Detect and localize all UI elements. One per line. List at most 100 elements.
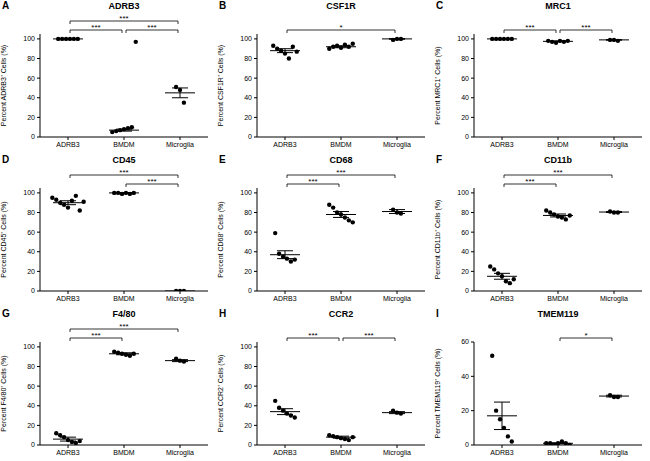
svg-text:***: *** — [119, 14, 128, 23]
svg-text:0: 0 — [248, 441, 252, 448]
svg-text:40: 40 — [27, 94, 35, 101]
svg-text:60: 60 — [244, 229, 252, 236]
svg-text:80: 80 — [27, 363, 35, 370]
svg-text:0: 0 — [465, 287, 469, 294]
svg-text:60: 60 — [27, 383, 35, 390]
svg-text:BMDM: BMDM — [547, 449, 569, 456]
svg-text:0: 0 — [248, 133, 252, 140]
svg-text:40: 40 — [244, 402, 252, 409]
svg-text:80: 80 — [461, 209, 469, 216]
svg-text:100: 100 — [457, 35, 469, 42]
svg-text:0: 0 — [248, 287, 252, 294]
svg-text:***: *** — [91, 331, 100, 340]
svg-text:*: * — [339, 23, 342, 32]
svg-text:100: 100 — [23, 343, 35, 350]
svg-text:BMDM: BMDM — [330, 295, 352, 302]
svg-text:40: 40 — [244, 94, 252, 101]
svg-text:ADRB3: ADRB3 — [56, 449, 79, 456]
svg-text:100: 100 — [23, 189, 35, 196]
svg-text:ADRB3: ADRB3 — [273, 141, 296, 148]
svg-text:Microglia: Microglia — [600, 449, 628, 457]
svg-text:Microglia: Microglia — [600, 295, 628, 303]
svg-text:20: 20 — [244, 422, 252, 429]
svg-text:*: * — [584, 331, 587, 340]
svg-text:0: 0 — [31, 133, 35, 140]
svg-text:BMDM: BMDM — [113, 141, 135, 148]
svg-text:60: 60 — [461, 338, 469, 345]
svg-text:***: *** — [147, 23, 156, 32]
svg-text:20: 20 — [27, 422, 35, 429]
svg-text:Percent MRC1⁺ Cells (%): Percent MRC1⁺ Cells (%) — [434, 46, 442, 124]
svg-text:***: *** — [308, 177, 317, 186]
svg-text:80: 80 — [27, 55, 35, 62]
svg-text:80: 80 — [244, 209, 252, 216]
svg-text:ADRB3: ADRB3 — [490, 295, 513, 302]
svg-text:100: 100 — [240, 35, 252, 42]
svg-text:60: 60 — [461, 75, 469, 82]
svg-text:Percent TMEM119⁺ Cells (%): Percent TMEM119⁺ Cells (%) — [434, 348, 442, 438]
svg-text:80: 80 — [244, 363, 252, 370]
svg-text:60: 60 — [461, 229, 469, 236]
svg-text:Percent F4/80⁺ Cells (%): Percent F4/80⁺ Cells (%) — [8, 355, 9, 431]
svg-text:20: 20 — [461, 268, 469, 275]
svg-text:***: *** — [581, 23, 590, 32]
svg-text:ADRB3: ADRB3 — [56, 295, 79, 302]
svg-text:0: 0 — [31, 441, 35, 448]
svg-text:ADRB3: ADRB3 — [56, 141, 79, 148]
svg-text:***: *** — [119, 168, 128, 177]
svg-text:BMDM: BMDM — [113, 449, 135, 456]
svg-text:ADRB3: ADRB3 — [273, 449, 296, 456]
svg-text:Percent CD11b⁺ Cells (%): Percent CD11b⁺ Cells (%) — [434, 200, 442, 280]
svg-text:40: 40 — [461, 373, 469, 380]
svg-text:40: 40 — [27, 248, 35, 255]
svg-text:ADRB3: ADRB3 — [273, 295, 296, 302]
svg-text:0: 0 — [465, 441, 469, 448]
svg-text:20: 20 — [244, 268, 252, 275]
svg-text:***: *** — [525, 177, 534, 186]
svg-text:60: 60 — [27, 229, 35, 236]
svg-text:***: *** — [336, 168, 345, 177]
svg-text:***: *** — [364, 331, 373, 340]
svg-text:Microglia: Microglia — [383, 295, 411, 303]
svg-text:80: 80 — [27, 209, 35, 216]
svg-text:ADRB3: ADRB3 — [490, 141, 513, 148]
svg-text:100: 100 — [240, 189, 252, 196]
svg-text:Microglia: Microglia — [166, 295, 194, 303]
svg-text:Microglia: Microglia — [600, 141, 628, 149]
svg-text:80: 80 — [244, 55, 252, 62]
svg-text:40: 40 — [244, 248, 252, 255]
svg-text:40: 40 — [461, 94, 469, 101]
svg-text:60: 60 — [244, 383, 252, 390]
svg-text:BMDM: BMDM — [547, 141, 569, 148]
svg-text:40: 40 — [27, 402, 35, 409]
svg-text:100: 100 — [23, 35, 35, 42]
svg-text:100: 100 — [457, 189, 469, 196]
svg-text:BMDM: BMDM — [547, 295, 569, 302]
svg-text:Percent CD45⁺ Cells (%): Percent CD45⁺ Cells (%) — [8, 201, 9, 277]
svg-text:***: *** — [91, 23, 100, 32]
svg-text:***: *** — [525, 23, 534, 32]
svg-text:20: 20 — [461, 407, 469, 414]
svg-text:BMDM: BMDM — [330, 141, 352, 148]
svg-text:BMDM: BMDM — [330, 449, 352, 456]
svg-text:20: 20 — [27, 268, 35, 275]
svg-text:100: 100 — [240, 343, 252, 350]
svg-text:Microglia: Microglia — [383, 141, 411, 149]
svg-text:20: 20 — [461, 114, 469, 121]
svg-text:Percent ADRB3⁺ Cells (%): Percent ADRB3⁺ Cells (%) — [8, 45, 9, 126]
svg-text:0: 0 — [31, 287, 35, 294]
svg-text:ADRB3: ADRB3 — [490, 449, 513, 456]
svg-text:40: 40 — [461, 248, 469, 255]
svg-text:***: *** — [119, 322, 128, 331]
svg-text:***: *** — [308, 331, 317, 340]
svg-text:Microglia: Microglia — [383, 449, 411, 457]
svg-text:60: 60 — [244, 75, 252, 82]
svg-text:Microglia: Microglia — [166, 141, 194, 149]
svg-text:0: 0 — [465, 133, 469, 140]
svg-text:BMDM: BMDM — [113, 295, 135, 302]
svg-text:20: 20 — [244, 114, 252, 121]
svg-text:60: 60 — [27, 75, 35, 82]
svg-text:Microglia: Microglia — [166, 449, 194, 457]
svg-text:Percent CSF1R⁺ Cells (%): Percent CSF1R⁺ Cells (%) — [217, 45, 225, 126]
svg-text:20: 20 — [27, 114, 35, 121]
